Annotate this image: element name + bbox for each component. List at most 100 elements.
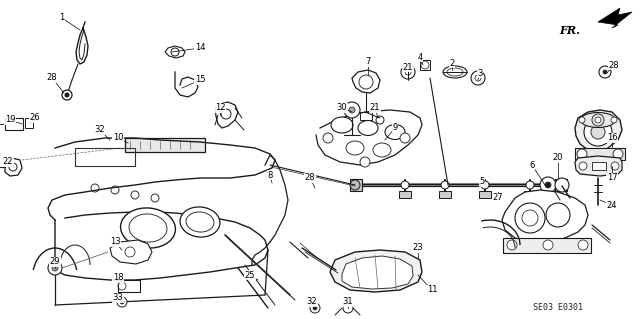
Circle shape	[603, 70, 607, 74]
Ellipse shape	[385, 124, 405, 139]
Text: 11: 11	[427, 286, 437, 294]
Ellipse shape	[331, 117, 353, 133]
Circle shape	[471, 71, 485, 85]
Ellipse shape	[580, 113, 616, 128]
Text: 12: 12	[215, 103, 225, 113]
Circle shape	[584, 118, 612, 146]
Text: 7: 7	[365, 57, 371, 66]
Circle shape	[313, 306, 317, 310]
Bar	[399, 191, 411, 198]
Text: 29: 29	[50, 257, 60, 266]
Circle shape	[441, 181, 449, 189]
Ellipse shape	[358, 121, 378, 136]
Circle shape	[401, 181, 409, 189]
Circle shape	[545, 182, 551, 188]
Bar	[420, 60, 430, 70]
Text: 32: 32	[307, 298, 317, 307]
Circle shape	[323, 133, 333, 143]
Text: 26: 26	[29, 114, 40, 122]
Text: 24: 24	[607, 201, 617, 210]
Text: 27: 27	[493, 194, 503, 203]
Text: 9: 9	[392, 123, 397, 132]
Circle shape	[117, 297, 127, 307]
Text: 32: 32	[95, 125, 106, 135]
Text: 20: 20	[553, 153, 563, 162]
Text: SE03 E0301: SE03 E0301	[533, 303, 583, 313]
Ellipse shape	[120, 208, 175, 248]
Circle shape	[540, 177, 556, 193]
Text: 30: 30	[337, 103, 348, 113]
Polygon shape	[502, 190, 588, 242]
Text: 18: 18	[113, 273, 124, 283]
Bar	[118, 280, 140, 292]
Ellipse shape	[180, 207, 220, 237]
Text: 33: 33	[113, 293, 124, 302]
Polygon shape	[330, 250, 422, 292]
Circle shape	[507, 240, 517, 250]
Bar	[5, 118, 23, 130]
Text: 4: 4	[417, 53, 422, 62]
Text: 25: 25	[244, 271, 255, 279]
Text: 10: 10	[113, 133, 124, 143]
Text: 28: 28	[609, 61, 620, 70]
Polygon shape	[110, 240, 152, 264]
Bar	[575, 148, 625, 160]
Text: 13: 13	[109, 238, 120, 247]
Circle shape	[578, 240, 588, 250]
Circle shape	[401, 65, 415, 79]
Bar	[75, 148, 135, 166]
Text: 22: 22	[3, 158, 13, 167]
Circle shape	[349, 107, 355, 113]
Bar	[439, 191, 451, 198]
Circle shape	[343, 303, 353, 313]
Circle shape	[515, 203, 545, 233]
Bar	[524, 191, 536, 198]
Polygon shape	[598, 8, 632, 28]
Polygon shape	[575, 156, 622, 176]
Circle shape	[613, 149, 623, 159]
Polygon shape	[575, 110, 622, 152]
Bar	[555, 179, 567, 191]
Circle shape	[522, 210, 538, 226]
Circle shape	[595, 117, 601, 123]
Circle shape	[579, 117, 585, 123]
Circle shape	[65, 93, 69, 97]
Circle shape	[526, 181, 534, 189]
Text: 5: 5	[479, 177, 484, 187]
Bar	[503, 238, 591, 253]
Circle shape	[120, 300, 124, 304]
Text: 21: 21	[403, 63, 413, 71]
Circle shape	[344, 102, 360, 118]
Text: 2: 2	[449, 58, 454, 68]
Text: FR.: FR.	[559, 25, 580, 35]
Circle shape	[611, 117, 617, 123]
Text: 19: 19	[4, 115, 15, 124]
Circle shape	[52, 265, 58, 271]
Circle shape	[546, 203, 570, 227]
Bar	[360, 112, 372, 120]
Circle shape	[360, 157, 370, 167]
Bar	[479, 191, 491, 198]
Ellipse shape	[443, 66, 467, 78]
Text: 8: 8	[268, 170, 273, 180]
Circle shape	[591, 125, 605, 139]
Ellipse shape	[373, 143, 391, 157]
Text: 14: 14	[195, 43, 205, 53]
Text: 31: 31	[342, 298, 353, 307]
Text: 1: 1	[60, 13, 65, 23]
Ellipse shape	[129, 214, 167, 242]
Text: 6: 6	[529, 160, 534, 169]
Circle shape	[48, 261, 62, 275]
Bar	[592, 162, 606, 170]
Ellipse shape	[346, 141, 364, 155]
Ellipse shape	[186, 212, 214, 232]
Text: 21: 21	[370, 103, 380, 113]
Circle shape	[557, 180, 567, 190]
Circle shape	[62, 90, 72, 100]
Polygon shape	[342, 256, 413, 289]
Bar	[125, 138, 205, 152]
Circle shape	[555, 178, 569, 192]
Text: 17: 17	[607, 174, 618, 182]
Text: 15: 15	[195, 76, 205, 85]
Bar	[350, 179, 362, 191]
